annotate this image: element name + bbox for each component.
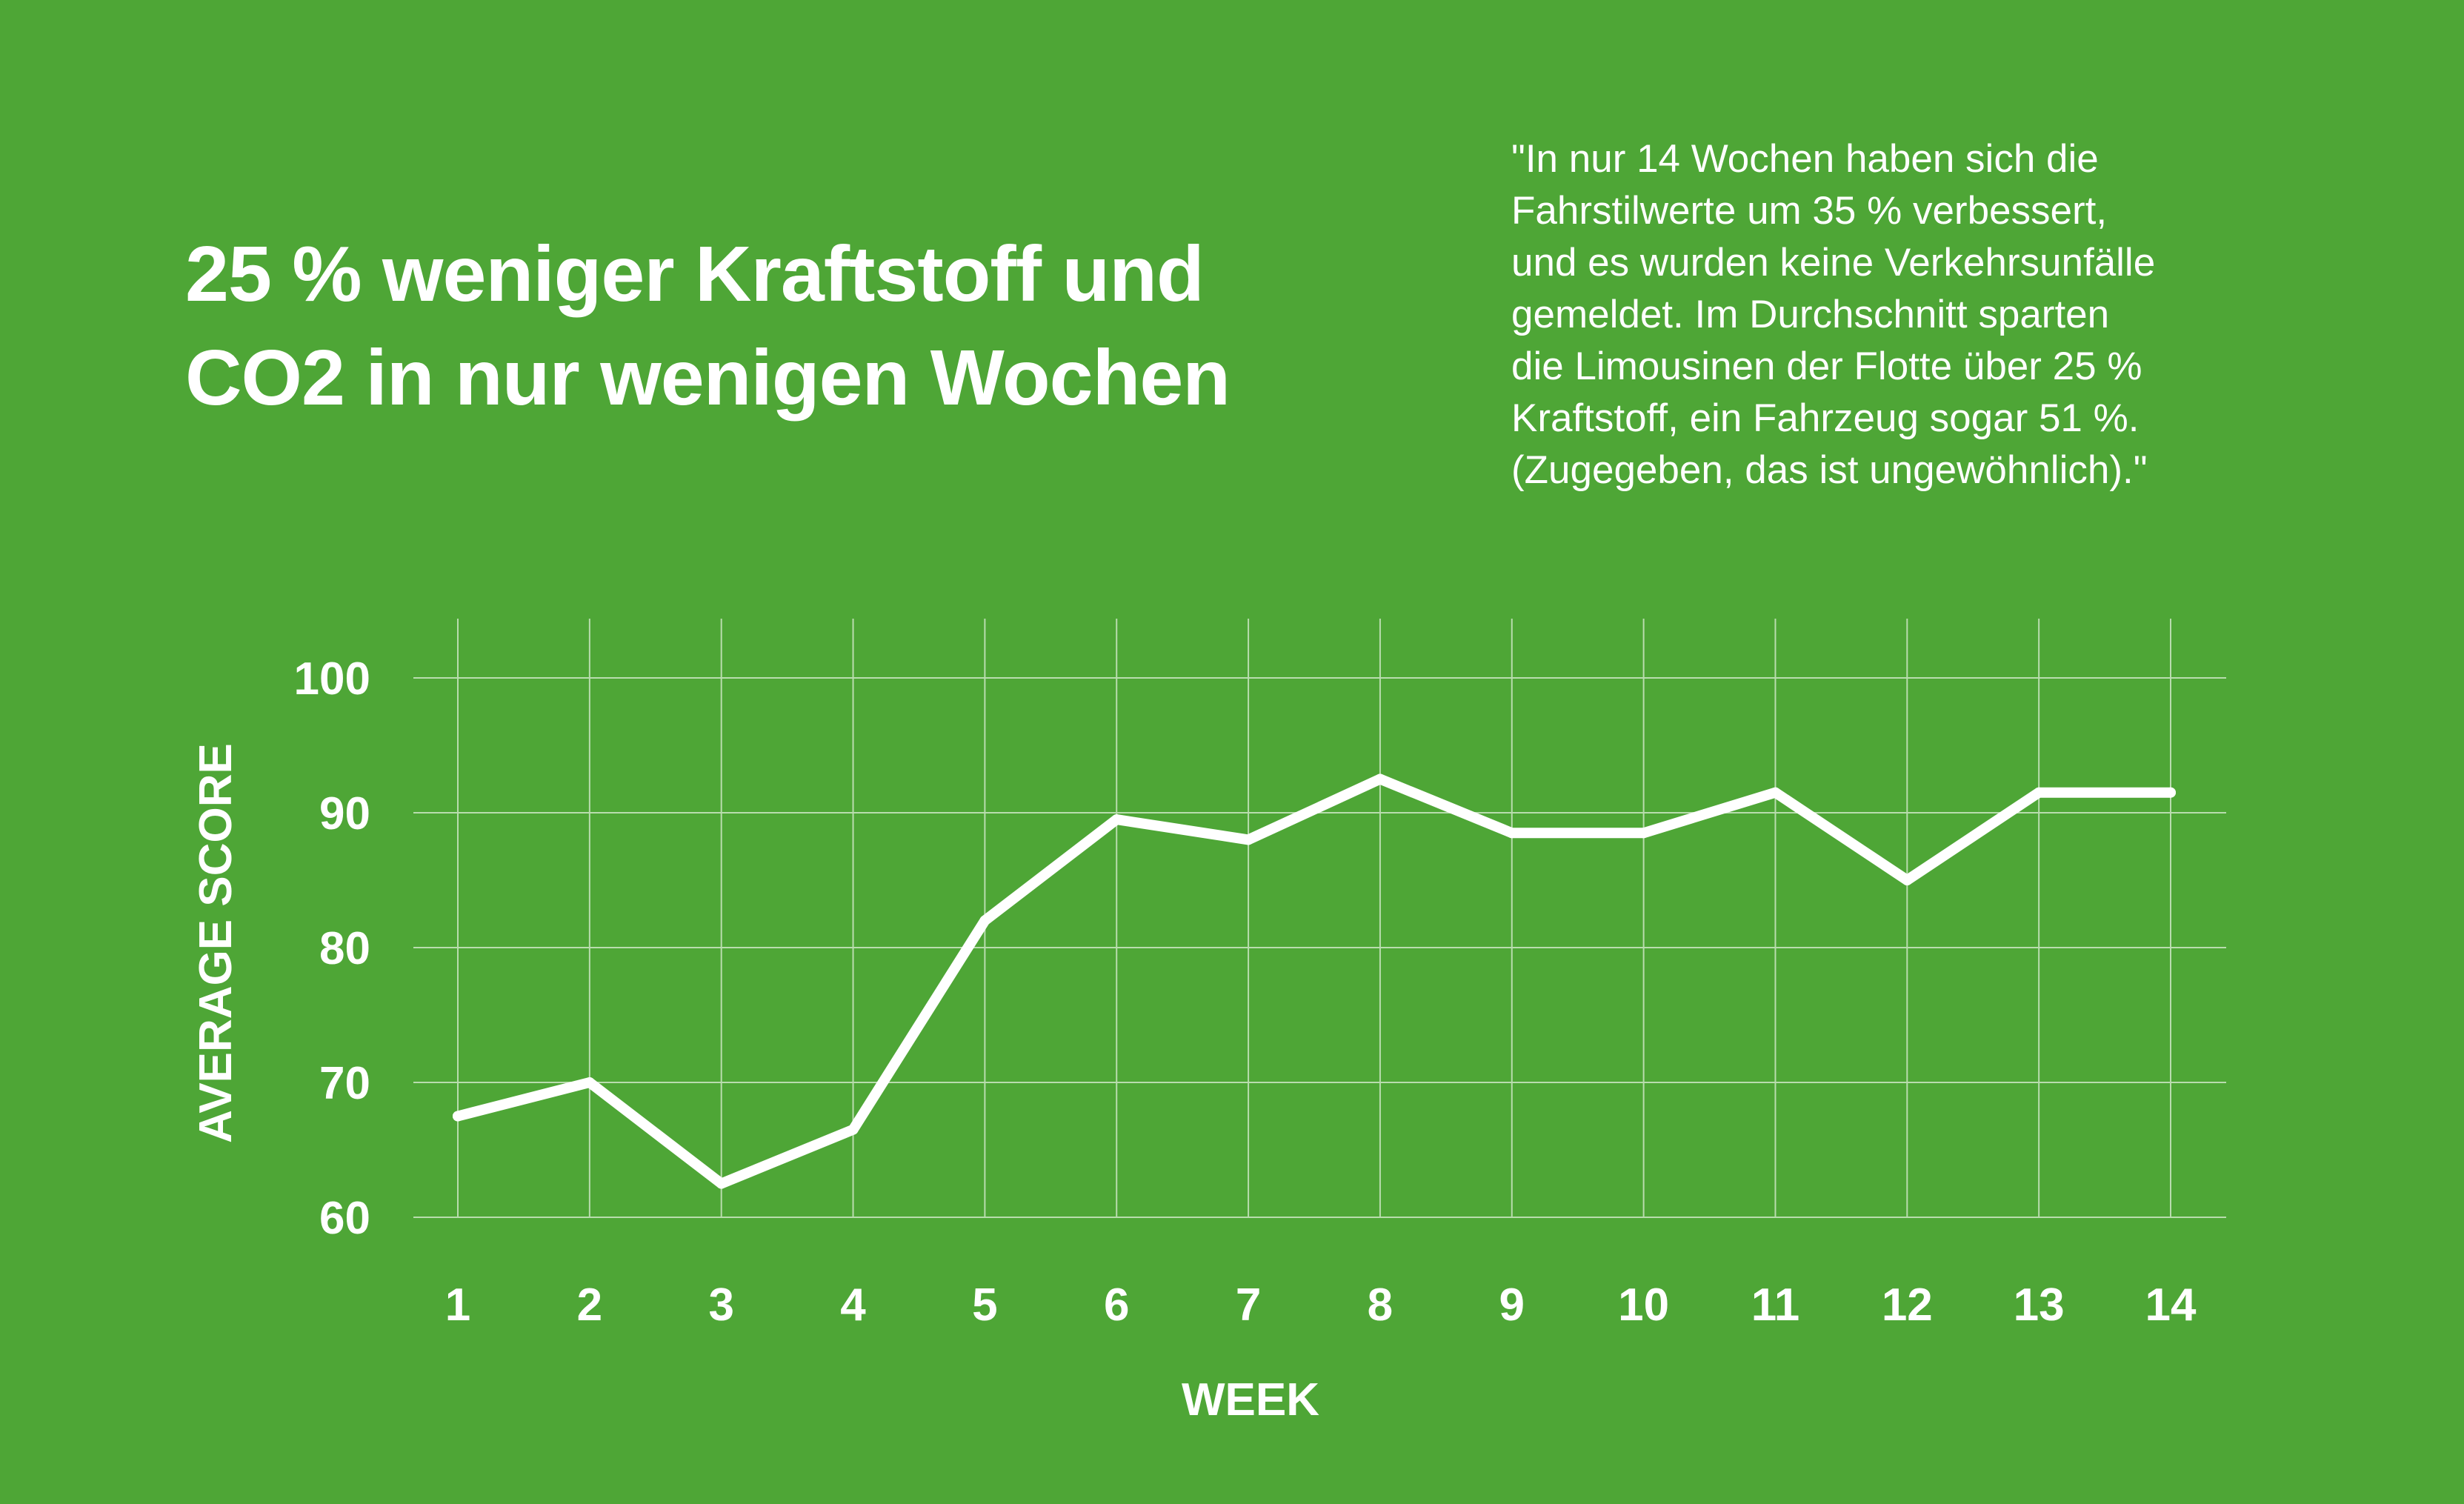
title-line-1: 25 % weniger Kraftstoff und (185, 230, 1205, 318)
quote-line: "In nur 14 Wochen haben sich die (1511, 137, 2099, 181)
x-tick-label: 2 (577, 1280, 602, 1331)
y-tick-label: 100 (294, 653, 370, 705)
data-point (1770, 787, 1781, 798)
data-point (1374, 773, 1385, 785)
y-axis-label: AVERAGE SCORE (190, 743, 242, 1143)
x-tick-label: 13 (2014, 1280, 2065, 1331)
series-line (453, 773, 2176, 1189)
x-tick-label: 11 (1751, 1280, 1800, 1331)
x-axis-ticks: 1 2 3 4 5 6 7 8 9 10 11 12 13 14 (445, 1280, 2197, 1331)
y-axis-ticks: 60 70 80 90 100 (294, 653, 370, 1244)
data-point (848, 1124, 859, 1135)
quote-line: gemeldet. Im Durchschnitt sparten (1511, 293, 2110, 336)
chart-title: 25 % weniger Kraftstoff und CO2 in nur w… (185, 222, 1231, 430)
data-point (1638, 828, 1649, 839)
y-tick-label: 60 (319, 1193, 370, 1244)
data-point (584, 1077, 595, 1088)
y-tick-label: 80 (319, 923, 370, 974)
data-point (2165, 787, 2176, 798)
quote-line: (Zugegeben, das ist ungewöhnlich)." (1511, 448, 2148, 492)
x-tick-label: 7 (1236, 1280, 1261, 1331)
data-point (453, 1111, 463, 1122)
y-tick-label: 90 (319, 788, 370, 839)
data-point (979, 915, 990, 926)
data-point (1506, 828, 1517, 839)
quote-text: "In nur 14 Wochen haben sich die Fahrsti… (1511, 133, 2385, 496)
quote-line: Kraftstoff, ein Fahrzeug sogar 51 %. (1511, 396, 2140, 440)
chart-grid (413, 619, 2226, 1218)
data-point (1902, 875, 1913, 885)
x-tick-label: 6 (1104, 1280, 1129, 1331)
data-point (716, 1178, 727, 1189)
x-tick-label: 3 (708, 1280, 733, 1331)
x-axis-label: WEEK (1182, 1374, 1319, 1425)
series-points (453, 773, 2176, 1189)
x-tick-label: 1 (445, 1280, 470, 1331)
x-tick-label: 10 (1618, 1280, 1669, 1331)
x-tick-label: 4 (840, 1280, 866, 1331)
data-point (1111, 814, 1122, 825)
quote-line: Fahrstilwerte um 35 % verbessert, (1511, 189, 2108, 233)
x-tick-label: 12 (1882, 1280, 1933, 1331)
x-tick-label: 9 (1499, 1280, 1525, 1331)
y-tick-label: 70 (319, 1058, 370, 1109)
x-tick-label: 8 (1368, 1280, 1393, 1331)
quote-line: und es wurden keine Verkehrsunfälle (1511, 241, 2156, 285)
title-line-2: CO2 in nur wenigen Wochen (185, 334, 1231, 422)
quote-line: die Limousinen der Flotte über 25 % (1511, 345, 2142, 388)
x-tick-label: 5 (972, 1280, 997, 1331)
data-point (2034, 787, 2045, 798)
data-point (1243, 834, 1254, 845)
x-tick-label: 14 (2145, 1280, 2197, 1331)
